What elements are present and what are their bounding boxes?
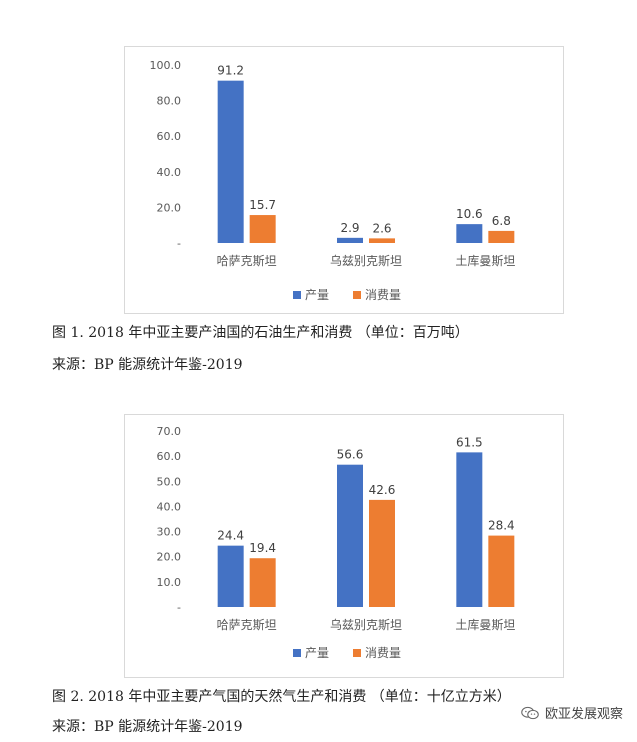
data-label: 24.4 — [217, 529, 244, 543]
data-label: 19.4 — [249, 541, 276, 555]
legend-swatch — [293, 291, 301, 299]
y-tick-label: 20.0 — [157, 551, 182, 564]
y-tick-label: 80.0 — [157, 95, 182, 108]
category-label: 乌兹别克斯坦 — [330, 617, 402, 632]
bar-consumption — [249, 215, 276, 243]
chart-2: - 10.0 20.0 30.0 40.0 50.0 60.0 70.0 24.4 19.4 哈萨克… — [157, 425, 516, 660]
chart-2-source: 来源：BP 能源统计年鉴-2019 — [52, 719, 243, 735]
data-label: 2.9 — [340, 221, 359, 235]
category-label: 土库曼斯坦 — [455, 617, 515, 632]
bar-consumption — [249, 558, 276, 607]
chart-2-container: - 10.0 20.0 30.0 40.0 50.0 60.0 70.0 24.4 19.4 哈萨克… — [124, 414, 564, 678]
bar-consumption — [488, 535, 515, 607]
bar-production — [217, 80, 244, 243]
chart-1-container: - 20.0 40.0 60.0 80.0 100.0 91.2 15.7 哈萨克斯坦 2.9 2.… — [124, 46, 564, 314]
chart-1-source: 来源：BP 能源统计年鉴-2019 — [52, 357, 243, 373]
bar-production — [337, 464, 363, 607]
chart-2-caption: 图 2. 2018 年中亚主要产气国的天然气生产和消费 （单位：十亿立方米） — [52, 689, 511, 705]
y-tick-label: 20.0 — [157, 201, 182, 214]
y-tick-label: 10.0 — [157, 576, 182, 589]
y-tick-label: 40.0 — [157, 500, 182, 513]
y-tick-label: 60.0 — [157, 130, 182, 143]
watermark: 欧亚发展观察 — [521, 703, 623, 722]
y-tick-label: - — [177, 601, 181, 614]
data-label: 6.8 — [492, 214, 511, 228]
bar-production — [217, 545, 244, 607]
bar-production — [337, 237, 363, 243]
bar-consumption — [488, 230, 515, 243]
bar-production — [456, 452, 483, 607]
watermark-text: 欧亚发展观察 — [544, 707, 623, 722]
y-tick-label: 30.0 — [157, 526, 182, 539]
legend-swatch — [353, 649, 361, 657]
chart-1: - 20.0 40.0 60.0 80.0 100.0 91.2 15.7 哈萨克斯坦 2.9 2.… — [150, 59, 516, 302]
legend-label: 消费量 — [365, 646, 401, 660]
bar-consumption — [369, 499, 395, 607]
data-label: 56.6 — [337, 448, 364, 462]
y-tick-label: 60.0 — [157, 450, 182, 463]
bar-consumption — [369, 238, 395, 243]
data-label: 2.6 — [372, 221, 391, 235]
category-label: 土库曼斯坦 — [455, 253, 515, 268]
y-tick-label: 40.0 — [157, 166, 182, 179]
legend-label: 消费量 — [365, 288, 401, 302]
y-tick-label: 100.0 — [150, 59, 182, 72]
legend-label: 产量 — [305, 288, 329, 302]
category-label: 哈萨克斯坦 — [217, 618, 277, 632]
data-label: 28.4 — [488, 519, 515, 533]
legend-swatch — [353, 291, 361, 299]
bar-production — [456, 224, 483, 243]
data-label: 42.6 — [369, 483, 396, 497]
chart-1-caption: 图 1. 2018 年中亚主要产油国的石油生产和消费 （单位：百万吨） — [52, 325, 469, 341]
data-label: 61.5 — [456, 435, 483, 449]
category-label: 哈萨克斯坦 — [217, 254, 277, 268]
legend-swatch — [293, 649, 301, 657]
data-label: 10.6 — [456, 207, 483, 221]
data-label: 91.2 — [217, 64, 244, 78]
wechat-icon — [521, 706, 539, 719]
y-tick-label: 70.0 — [157, 425, 182, 438]
category-label: 乌兹别克斯坦 — [330, 253, 402, 268]
y-tick-label: 50.0 — [157, 475, 182, 488]
data-label: 15.7 — [249, 198, 276, 212]
y-tick-label: - — [177, 237, 181, 250]
legend-label: 产量 — [305, 646, 329, 660]
